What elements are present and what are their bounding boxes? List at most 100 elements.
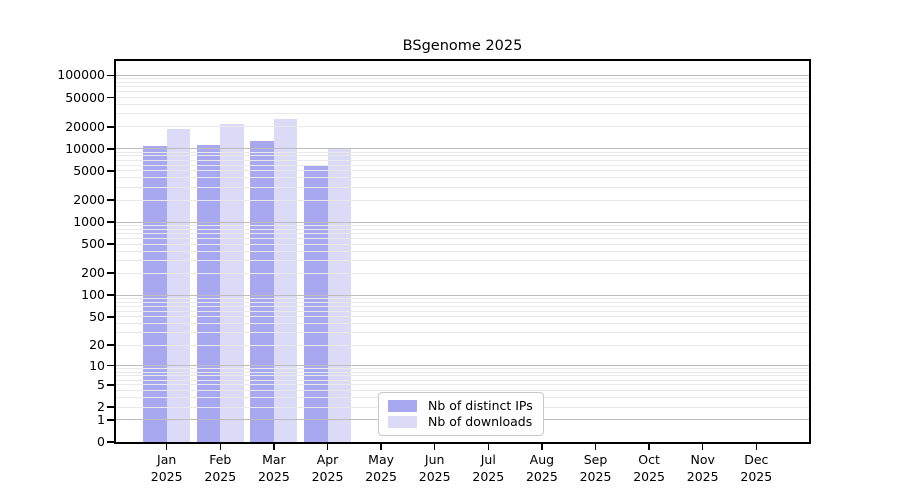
- x-tick-year-apr: 2025: [311, 468, 344, 484]
- chart-title: BSgenome 2025: [402, 38, 523, 54]
- bar-nb-of-distinct-ips-apr: [304, 166, 328, 442]
- x-tick-label-sep: Sep 2025: [564, 452, 628, 485]
- x-tick-label-nov: Nov 2025: [671, 452, 735, 485]
- y-tick-mark-200: [107, 272, 114, 274]
- x-tick-month-feb: Feb: [209, 452, 232, 467]
- x-tick-mark-dec: [755, 444, 758, 450]
- gridline-7: [116, 375, 809, 377]
- y-tick-mark-1: [107, 419, 114, 421]
- y-tick-mark-0: [107, 441, 114, 443]
- legend-swatch-downloads-icon: [388, 416, 417, 428]
- y-tick-label-500: 500: [81, 236, 105, 252]
- x-tick-mark-feb: [219, 444, 222, 450]
- y-tick-mark-1000: [107, 221, 114, 223]
- gridline-8000: [116, 155, 809, 157]
- y-tick-label-1000: 1000: [73, 214, 105, 230]
- y-tick-label-100: 100: [81, 287, 105, 303]
- y-tick-label-10: 10: [89, 357, 105, 373]
- gridline-40: [116, 323, 809, 325]
- x-tick-mark-jun: [433, 444, 436, 450]
- y-tick-label-20: 20: [89, 337, 105, 353]
- gridline-40000: [116, 104, 809, 106]
- x-tick-month-sep: Sep: [583, 452, 608, 467]
- x-tick-label-aug: Aug 2025: [510, 452, 574, 485]
- x-tick-month-jan: Jan: [157, 452, 177, 467]
- bar-nb-of-distinct-ips-feb: [196, 144, 221, 442]
- gridline-20000: [116, 126, 809, 128]
- x-tick-month-may: May: [368, 452, 395, 467]
- gridline-100000: [116, 74, 809, 76]
- gridline-1000: [116, 221, 809, 223]
- legend-label-distinct-ips: Nb of distinct IPs: [428, 398, 533, 413]
- y-tick-label-0: 0: [97, 434, 105, 449]
- y-tick-label-20000: 20000: [65, 118, 105, 134]
- y-tick-mark-500: [107, 243, 114, 245]
- x-tick-year-mar: 2025: [257, 468, 290, 484]
- gridline-20: [116, 344, 809, 346]
- legend-swatch-distinct-ips-icon: [388, 400, 417, 412]
- y-tick-label-200: 200: [81, 265, 105, 281]
- gridline-8: [116, 371, 809, 373]
- gridline-50000: [116, 97, 809, 99]
- x-tick-label-apr: Apr 2025: [296, 452, 360, 485]
- x-tick-label-may: May 2025: [349, 452, 413, 485]
- x-tick-mark-oct: [648, 444, 650, 450]
- x-tick-month-apr: Apr: [316, 452, 339, 467]
- gridline-80: [116, 301, 809, 303]
- plot-area: [114, 59, 811, 444]
- x-tick-label-feb: Feb 2025: [188, 452, 252, 485]
- y-tick-label-10000: 10000: [65, 140, 105, 156]
- gridline-80000: [116, 82, 809, 84]
- gridline-800: [116, 228, 809, 230]
- x-tick-mark-aug: [541, 444, 543, 450]
- gridline-300: [116, 259, 809, 261]
- gridline-70000: [116, 86, 809, 88]
- gridline-7000: [116, 159, 809, 161]
- x-tick-mark-jan: [165, 444, 168, 450]
- gridline-90: [116, 297, 809, 299]
- y-tick-label-2: 2: [97, 399, 105, 415]
- x-tick-label-jul: Jul 2025: [456, 452, 520, 485]
- y-tick-mark-100: [107, 294, 114, 296]
- x-tick-label-jan: Jan 2025: [135, 452, 199, 485]
- x-tick-mark-may: [380, 444, 382, 450]
- gridline-900: [116, 224, 809, 226]
- x-tick-month-aug: Aug: [529, 452, 555, 467]
- legend-item-distinct-ips: Nb of distinct IPs: [388, 398, 534, 414]
- y-tick-label-5: 5: [97, 376, 105, 392]
- bar-nb-of-distinct-ips-mar: [250, 140, 274, 442]
- gridline-6: [116, 379, 809, 381]
- gridline-5: [116, 384, 809, 386]
- gridline-200: [116, 272, 809, 274]
- gridline-2000: [116, 199, 809, 201]
- x-tick-mark-mar: [273, 444, 275, 450]
- gridline-60: [116, 310, 809, 312]
- y-tick-mark-10: [107, 364, 114, 367]
- bar-nb-of-downloads-jan: [166, 128, 191, 442]
- bar-nb-of-downloads-mar: [273, 119, 298, 442]
- gridline-100: [116, 294, 809, 296]
- x-tick-label-mar: Mar 2025: [242, 452, 306, 485]
- y-tick-label-5000: 5000: [73, 162, 105, 178]
- x-tick-label-jun: Jun 2025: [403, 452, 467, 485]
- gridline-90000: [116, 78, 809, 80]
- gridline-9: [116, 368, 809, 370]
- y-tick-mark-10000: [107, 147, 114, 150]
- gridline-70: [116, 305, 809, 307]
- gridline-10000: [116, 148, 809, 150]
- y-tick-label-100000: 100000: [57, 67, 105, 83]
- bar-nb-of-distinct-ips-jan: [143, 146, 167, 442]
- x-tick-month-oct: Oct: [638, 452, 660, 467]
- x-tick-year-may: 2025: [365, 468, 397, 484]
- gridline-3000: [116, 186, 809, 188]
- x-tick-year-jun: 2025: [418, 468, 451, 484]
- gridline-30000: [116, 113, 809, 115]
- y-tick-label-50000: 50000: [65, 89, 105, 105]
- x-tick-mark-jul: [487, 444, 490, 450]
- x-tick-month-nov: Nov: [690, 452, 715, 467]
- y-tick-label-2000: 2000: [73, 192, 105, 208]
- gridline-5000: [116, 170, 809, 172]
- y-tick-mark-50000: [107, 96, 114, 99]
- x-tick-year-sep: 2025: [579, 468, 612, 484]
